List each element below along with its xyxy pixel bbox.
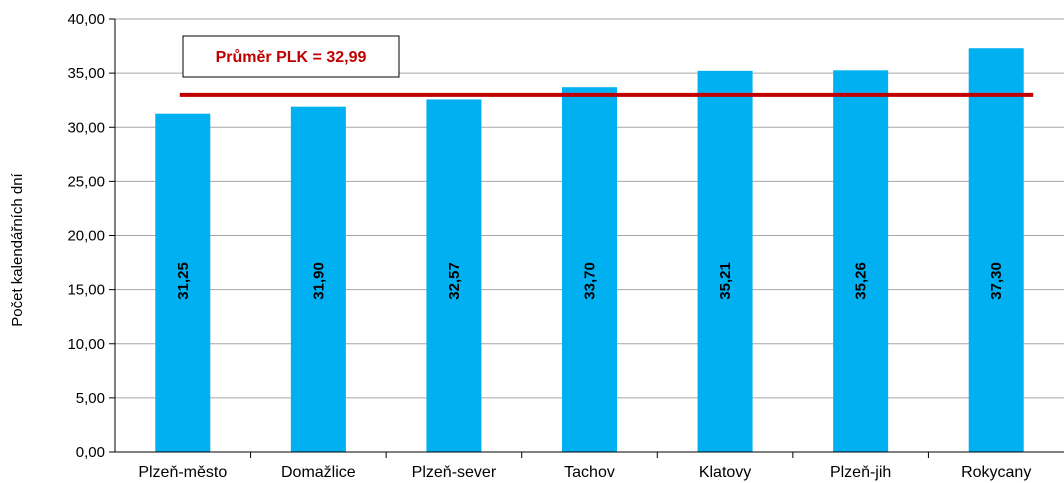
data-label: 31,90: [310, 262, 327, 300]
average-line-group: Průměr PLK = 32,99: [179, 35, 1034, 97]
y-tick-label: 40,00: [67, 11, 105, 28]
data-label: 37,30: [988, 262, 1005, 300]
bar: [562, 87, 617, 452]
y-tick-label: 35,00: [67, 65, 105, 82]
category-label: Rokycany: [961, 464, 1031, 481]
bar: [155, 113, 211, 452]
category-label: Domažlice: [281, 464, 356, 481]
y-tick-label: 10,00: [67, 336, 105, 353]
y-tick-label: 30,00: [67, 119, 105, 136]
average-label-box: [182, 35, 400, 78]
category-label: Tachov: [564, 464, 615, 481]
y-tick-label: 5,00: [76, 390, 105, 407]
category-label: Plzeň-sever: [412, 464, 497, 481]
category-labels: Plzeň-město Domažlice Plzeň-sever Tachov Kla…: [138, 464, 1031, 481]
data-label: 35,21: [717, 262, 734, 300]
y-axis-label: Počet kalendářních dní: [9, 172, 26, 326]
average-label: Průměr PLK = 32,99: [216, 49, 367, 66]
data-label: 31,25: [175, 262, 192, 300]
category-label: Plzeň-jih: [830, 464, 891, 481]
data-label: 32,57: [446, 262, 463, 300]
bars: [155, 48, 1024, 453]
bar: [833, 70, 889, 453]
y-axis-ticks: 0,00 5,00 10,00 15,00 20,00 25,00 30,00 35,00 40…: [67, 11, 115, 461]
y-tick-label: 20,00: [67, 228, 105, 245]
bar: [968, 48, 1024, 452]
category-label: Plzeň-město: [138, 464, 227, 481]
axes: [114, 19, 1064, 458]
bar: [426, 99, 482, 452]
data-label: 35,26: [853, 262, 870, 300]
y-tick-label: 15,00: [67, 282, 105, 299]
y-tick-label: 0,00: [76, 444, 105, 461]
category-label: Klatovy: [699, 464, 751, 481]
bar: [697, 70, 753, 453]
data-label: 33,70: [582, 262, 599, 300]
y-tick-label: 25,00: [67, 173, 105, 190]
data-labels: 31,25 31,90 32,57 33,70 35,21 35,26 37,30: [175, 262, 1005, 300]
bar: [290, 106, 346, 453]
